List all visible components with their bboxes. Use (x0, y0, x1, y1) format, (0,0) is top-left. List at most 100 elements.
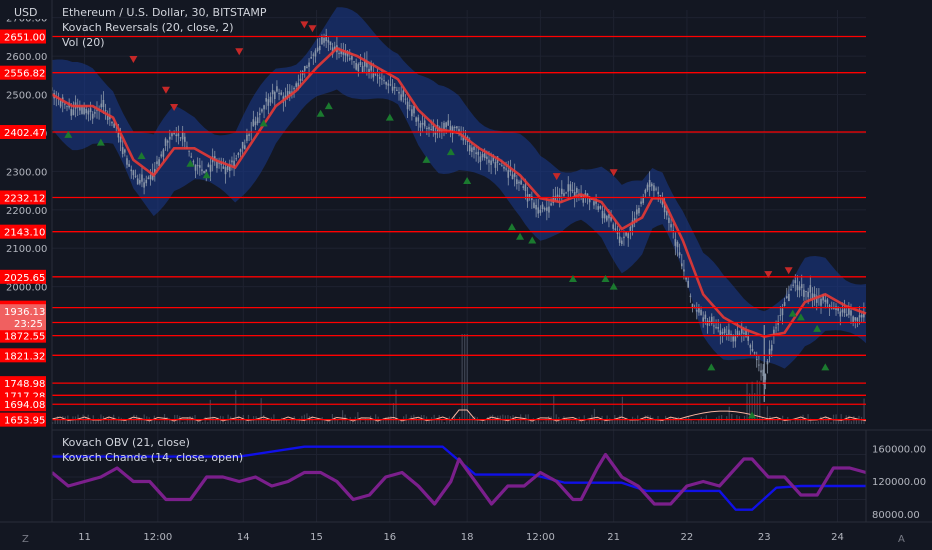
indicator-kovach-reversals[interactable]: Kovach Reversals (20, close, 2) (62, 21, 234, 34)
volume-bar (209, 399, 211, 424)
volume-bar (436, 419, 438, 424)
candle-body (798, 286, 801, 291)
candle-body (426, 127, 428, 129)
volume-bar (459, 416, 461, 424)
candle-body (139, 180, 141, 184)
candle-body (539, 209, 542, 213)
candle-body (586, 193, 589, 197)
volume-bar (446, 418, 448, 424)
candle-body (751, 348, 754, 351)
lower-right-tick-label: 160000.00 (872, 444, 926, 455)
candle-body (713, 325, 715, 327)
candle-body (492, 155, 495, 162)
volume-bar (69, 419, 72, 424)
volume-bar (703, 418, 705, 424)
candle-body (458, 129, 460, 133)
candle-body (533, 202, 535, 209)
volume-bar (799, 418, 802, 424)
candle-body (822, 294, 824, 301)
volume-bar (141, 417, 143, 424)
up-reversal-marker (96, 138, 105, 146)
volume-bar (324, 420, 326, 424)
reversal-markers (64, 21, 830, 419)
candle-body (520, 180, 522, 185)
up-reversal-marker (813, 324, 822, 332)
candle-body (224, 167, 227, 175)
price-level-label: 2025.65 (4, 273, 45, 284)
volume-bar (756, 380, 758, 424)
volume-bar (776, 418, 779, 424)
candle-body (788, 293, 790, 302)
candle-body (473, 146, 475, 150)
candle-body (316, 47, 319, 51)
candle-body (325, 34, 327, 42)
candle-body (702, 317, 704, 322)
candle-body (398, 91, 400, 94)
volume-bar (728, 406, 730, 424)
volume-bar (464, 334, 466, 424)
currency-label[interactable]: USD (14, 6, 38, 19)
volume-bar (771, 417, 774, 424)
candle-body (162, 149, 165, 157)
candle-body (481, 153, 484, 158)
zoom-left-button[interactable]: Z (22, 534, 29, 545)
candle-body (505, 168, 507, 170)
candle-body (124, 149, 126, 153)
volume-bar (766, 406, 768, 424)
candle-body (546, 207, 548, 211)
auto-scale-button[interactable]: A (898, 534, 905, 545)
candle-body (845, 313, 848, 316)
price-level-badge (0, 269, 46, 284)
volume-bar (634, 418, 636, 424)
volume-bar (156, 421, 158, 424)
candle-body (548, 206, 550, 213)
candle-body (156, 161, 158, 165)
volume-bar (186, 417, 189, 424)
candle-body (659, 195, 662, 197)
volume-bar (364, 418, 367, 424)
time-tick-label: 14 (237, 532, 250, 543)
candle-body (768, 348, 771, 355)
volume-bar (456, 420, 458, 424)
volume-bar (265, 420, 267, 424)
candle-body (490, 160, 492, 165)
volume-bar (202, 421, 204, 424)
indicator-vol[interactable]: Vol (20) (62, 36, 105, 49)
candle-body (580, 194, 582, 199)
price-level-badge (0, 29, 46, 44)
candle-body (359, 61, 362, 66)
volume-bar (789, 419, 791, 424)
volume-bar (443, 421, 445, 424)
volume-bar (810, 418, 812, 424)
down-reversal-marker (308, 25, 317, 33)
indicator-kovach-obv[interactable]: Kovach OBV (21, close) (62, 436, 190, 449)
candle-body (516, 179, 518, 185)
volume-bar (232, 421, 234, 424)
candle-body (381, 78, 383, 80)
currency-badge[interactable] (4, 4, 48, 19)
candle-body (839, 311, 842, 317)
candle-body (239, 149, 242, 152)
candle-body (216, 161, 218, 169)
volume-bar (339, 421, 341, 424)
up-reversal-marker (64, 130, 73, 138)
indicator-kovach-chande[interactable]: Kovach Chande (14, close, open) (62, 451, 243, 464)
volume-bar (576, 419, 578, 424)
candle-body (811, 293, 814, 300)
candle-body (280, 92, 283, 95)
candle-body (668, 217, 670, 223)
volume-bar (741, 420, 743, 424)
candle-body (94, 112, 96, 114)
candle-body (209, 164, 212, 172)
volume-bar (565, 418, 568, 424)
price-level-label: 2402.47 (4, 128, 45, 139)
candle-body (72, 109, 75, 116)
candle-body (541, 204, 544, 210)
candle-body (734, 336, 737, 342)
volume-bar (118, 416, 120, 424)
volume-bar (385, 417, 387, 424)
candle-body (653, 185, 655, 191)
candle-body (567, 184, 570, 192)
volume-bar (115, 419, 117, 424)
